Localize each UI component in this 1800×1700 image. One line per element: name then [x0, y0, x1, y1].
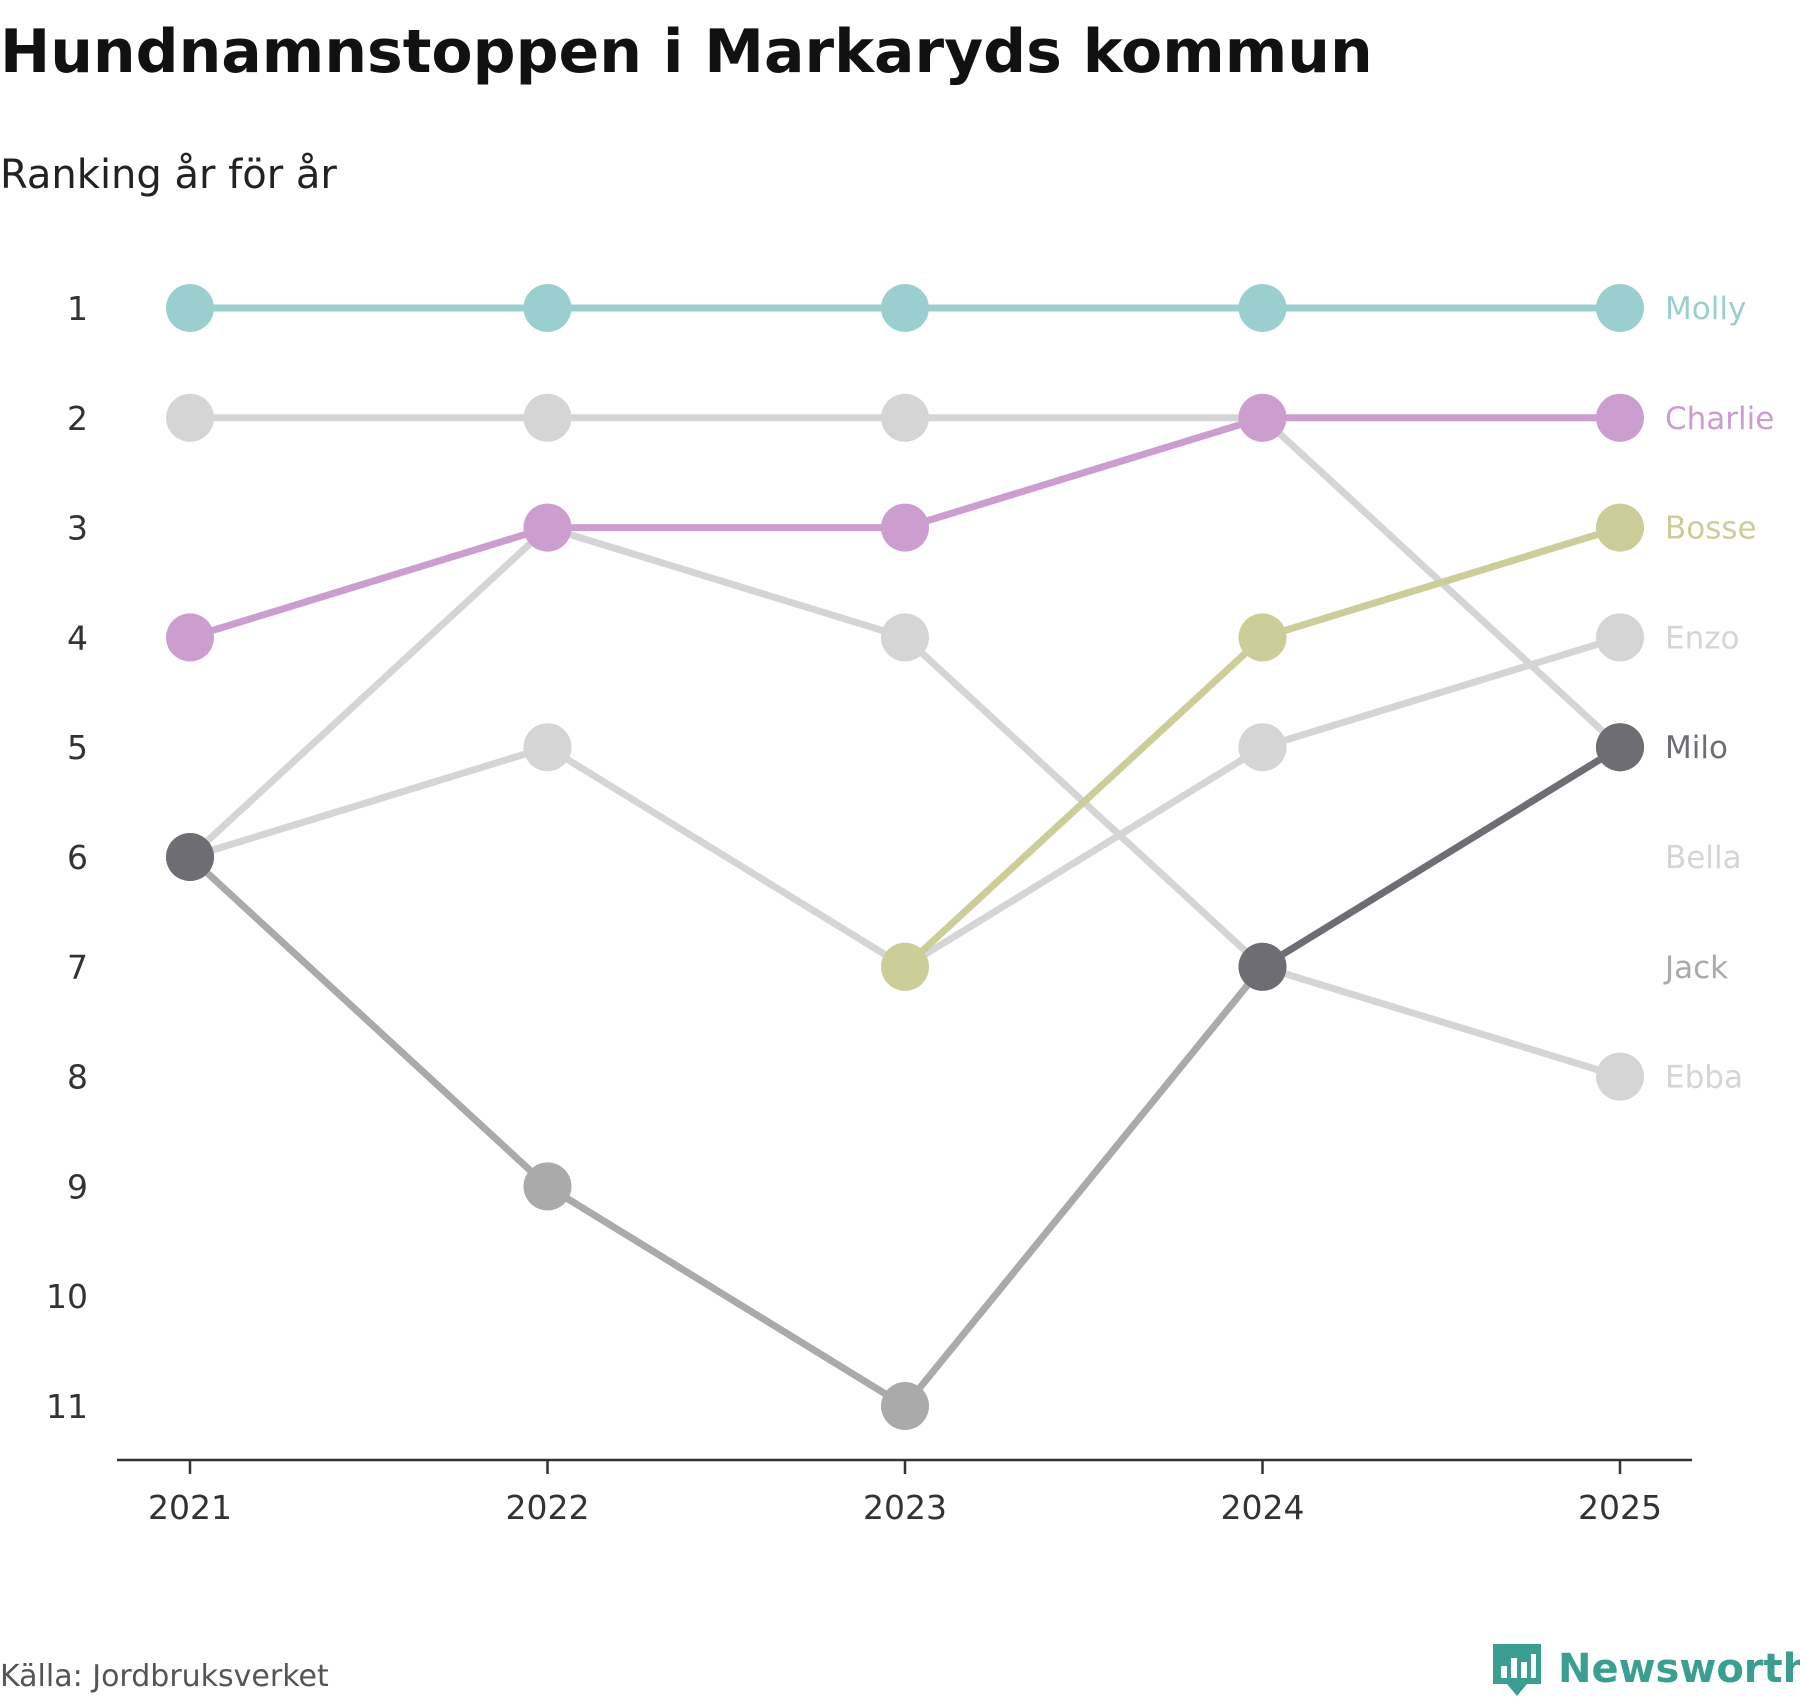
y-tick-label-1: 1 — [67, 289, 88, 328]
point-charlie-2021 — [166, 613, 214, 662]
point-bella-2022 — [523, 393, 572, 442]
point-jack-2023 — [881, 1382, 929, 1430]
point-enzo-2024 — [1238, 723, 1287, 772]
y-tick-label-8: 8 — [67, 1058, 88, 1097]
x-tick-label-2022: 2022 — [506, 1488, 590, 1527]
end-label-milo: Milo — [1665, 730, 1728, 766]
source-note: Källa: Jordbruksverket — [0, 1659, 329, 1694]
point-ebba-2025 — [1596, 1052, 1644, 1101]
y-tick-label-3: 3 — [67, 509, 88, 548]
end-label-bella: Bella — [1665, 840, 1742, 876]
x-tick-label-2025: 2025 — [1578, 1488, 1662, 1527]
chart-title: Hundnamnstoppen i Markaryds kommun — [0, 17, 1373, 87]
point-charlie-2024 — [1238, 393, 1287, 442]
chart-subtitle: Ranking år för år — [0, 152, 337, 198]
y-tick-label-11: 11 — [46, 1387, 88, 1426]
point-bosse-2023 — [881, 942, 929, 991]
series-line-bella — [186, 414, 1624, 751]
end-label-bosse: Bosse — [1665, 511, 1757, 547]
point-bella-2023 — [881, 393, 929, 442]
bar-chart-speech-bubble-icon — [1493, 1644, 1541, 1696]
y-tick-label-10: 10 — [46, 1277, 88, 1316]
end-label-molly: Molly — [1665, 291, 1746, 327]
series-line-enzo — [186, 633, 1624, 971]
point-charlie-2023 — [881, 503, 929, 552]
end-label-ebba: Ebba — [1665, 1060, 1743, 1096]
end-label-enzo: Enzo — [1665, 620, 1739, 656]
point-milo-2025 — [1596, 723, 1644, 772]
point-molly-2025 — [1596, 284, 1644, 332]
point-molly-2024 — [1238, 284, 1287, 332]
point-milo-2024 — [1238, 942, 1287, 991]
end-label-charlie: Charlie — [1665, 401, 1774, 437]
x-axis-ticks: 2021 2022 2023 2024 2025 — [148, 1460, 1662, 1527]
y-tick-label-4: 4 — [67, 618, 88, 657]
y-tick-label-9: 9 — [67, 1167, 88, 1206]
y-tick-label-7: 7 — [67, 948, 88, 987]
point-enzo-2022 — [523, 723, 572, 772]
series-end-labels: Molly Charlie Bosse Enzo Milo Bella Jack Ebba — [1663, 291, 1774, 1096]
point-molly-2023 — [881, 284, 929, 332]
point-bella-2021 — [166, 393, 214, 442]
point-bosse-2024 — [1238, 613, 1287, 662]
series-points — [166, 284, 1644, 1430]
end-label-jack: Jack — [1663, 950, 1728, 986]
x-tick-label-2021: 2021 — [148, 1488, 232, 1527]
point-molly-2022 — [523, 284, 572, 332]
series-line-milo — [1259, 743, 1624, 971]
point-charlie-2022 — [523, 503, 572, 552]
point-milo-2021 — [166, 833, 214, 881]
brand-logo[interactable]: Newsworthy — [1493, 1644, 1800, 1696]
brand-name: Newsworthy — [1558, 1646, 1800, 1692]
point-molly-2021 — [166, 284, 214, 332]
point-charlie-2025 — [1596, 393, 1644, 442]
y-tick-label-6: 6 — [67, 838, 88, 877]
series-lines — [186, 304, 1624, 1410]
point-enzo-2025 — [1596, 613, 1644, 662]
y-tick-label-2: 2 — [67, 399, 88, 438]
y-axis-ticks: 1 2 3 4 5 6 7 8 9 10 11 — [46, 289, 88, 1426]
x-tick-label-2023: 2023 — [863, 1488, 947, 1527]
point-ebba-2023 — [881, 613, 929, 662]
x-tick-label-2024: 2024 — [1221, 1488, 1305, 1527]
series-line-jack — [186, 743, 1624, 1410]
y-tick-label-5: 5 — [67, 728, 88, 767]
point-jack-2022 — [523, 1162, 572, 1211]
series-line-ebba — [186, 524, 1624, 1081]
point-bosse-2025 — [1596, 503, 1644, 552]
